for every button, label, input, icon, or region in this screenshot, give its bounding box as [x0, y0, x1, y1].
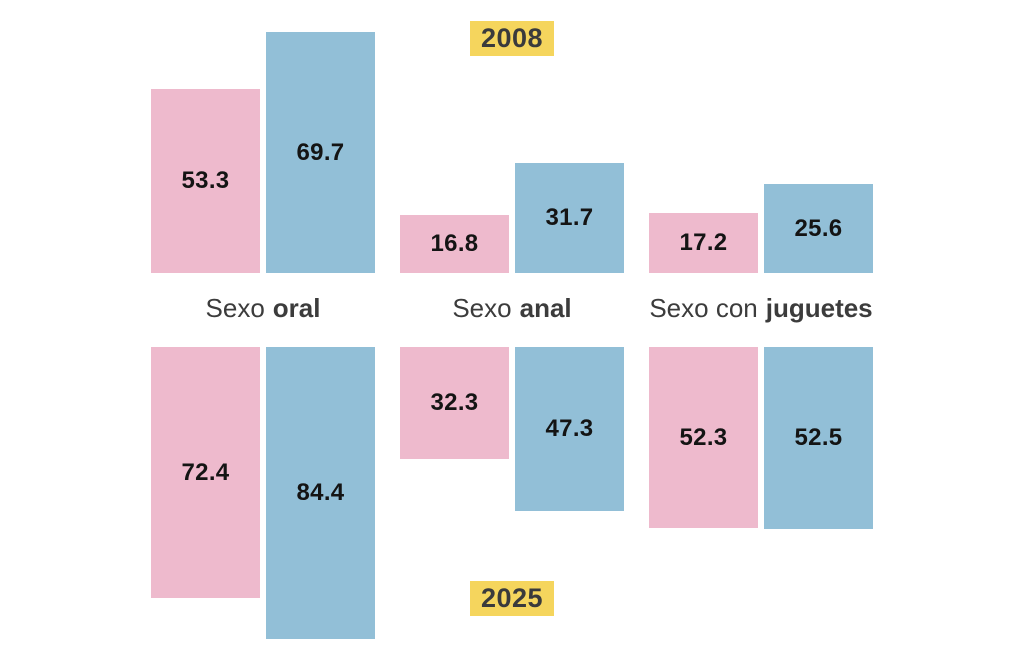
year-badge-2025: 2025 — [470, 581, 554, 616]
bar-2025-pink: 52.3 — [649, 347, 758, 528]
bar-2008-pink: 17.2 — [649, 213, 758, 273]
category-label-bold: juguetes — [765, 292, 873, 323]
bar-2008-pink: 53.3 — [151, 89, 260, 273]
category-label: Sexo con juguetes — [649, 292, 873, 324]
bar-2008-blue: 69.7 — [266, 32, 375, 273]
bar-2008-blue: 31.7 — [515, 163, 624, 273]
bar-value-label: 69.7 — [296, 138, 345, 166]
bar-2025-pink: 32.3 — [400, 347, 509, 459]
category-label-regular: Sexo — [452, 292, 512, 323]
category-label-bold: anal — [519, 292, 572, 323]
bar-value-label: 25.6 — [794, 214, 843, 242]
bar-value-label: 52.5 — [794, 424, 843, 451]
bar-value-label: 31.7 — [545, 204, 594, 231]
year-badge-2008: 2008 — [470, 21, 554, 56]
bar-value-label: 17.2 — [679, 229, 728, 256]
category-label: Sexo anal — [400, 292, 624, 324]
category-group-1: 53.3 69.7 Sexo oral 72.4 84.4 — [151, 0, 375, 666]
bar-value-label: 47.3 — [545, 415, 594, 442]
bar-value-label: 52.3 — [679, 423, 728, 451]
category-label-regular: Sexo — [205, 292, 265, 323]
category-label-regular: Sexo con — [649, 292, 758, 323]
bar-2025-blue: 84.4 — [266, 347, 375, 639]
bar-2008-pink: 16.8 — [400, 215, 509, 273]
bar-value-label: 32.3 — [430, 389, 479, 416]
bar-2025-blue: 47.3 — [515, 347, 624, 511]
bar-value-label: 16.8 — [430, 230, 479, 257]
bar-value-label: 72.4 — [181, 458, 230, 486]
category-group-3: 17.2 25.6 Sexo con juguetes 52.3 52.5 — [649, 0, 873, 666]
bar-2025-pink: 72.4 — [151, 347, 260, 598]
category-group-2: 16.8 31.7 Sexo anal 32.3 47.3 — [400, 0, 624, 666]
bar-value-label: 84.4 — [296, 479, 345, 506]
category-label-bold: oral — [272, 292, 321, 323]
bar-value-label: 53.3 — [181, 167, 230, 194]
bar-2025-blue: 52.5 — [764, 347, 873, 529]
category-label: Sexo oral — [151, 292, 375, 324]
bar-2008-blue: 25.6 — [764, 184, 873, 273]
